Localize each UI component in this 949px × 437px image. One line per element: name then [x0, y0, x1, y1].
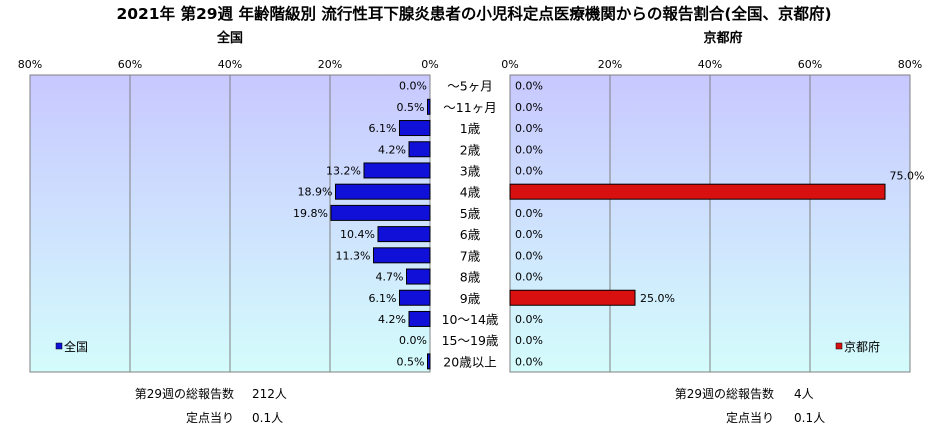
national-data-label: 0.5% — [397, 101, 425, 114]
kyoto-data-label: 0.0% — [515, 164, 543, 177]
national-data-label: 4.7% — [376, 271, 404, 284]
category-label: 9歳 — [460, 291, 481, 306]
national-bar — [399, 120, 431, 137]
national-data-label: 18.9% — [298, 186, 333, 199]
category-label: 5歳 — [460, 206, 481, 221]
category-label: 2歳 — [460, 142, 481, 157]
national-tick-label: 0% — [421, 58, 438, 71]
kyoto-data-label: 25.0% — [640, 292, 675, 305]
kyoto-data-label: 0.0% — [515, 355, 543, 368]
kyoto-data-label: 0.0% — [515, 249, 543, 262]
national-data-label: 0.0% — [399, 80, 427, 93]
national-legend-swatch — [55, 342, 63, 350]
kyoto-legend-label: 京都府 — [844, 339, 880, 354]
kyoto-data-label: 0.0% — [515, 228, 543, 241]
kyoto-panel-title: 京都府 — [703, 30, 742, 46]
category-label: 〜11ヶ月 — [443, 100, 496, 115]
kyoto-data-label: 0.0% — [515, 122, 543, 135]
national-panel-title: 全国 — [216, 30, 243, 46]
national-data-label: 4.2% — [378, 313, 406, 326]
national-bar — [373, 247, 431, 264]
kyoto-data-label: 0.0% — [515, 143, 543, 156]
kyoto-data-label: 0.0% — [515, 101, 543, 114]
category-label: 〜5ヶ月 — [447, 79, 492, 94]
kyoto-bar — [509, 183, 886, 200]
kyoto-data-label: 75.0% — [890, 170, 925, 183]
national-total-value: 212人 — [252, 387, 287, 401]
national-data-label: 13.2% — [326, 164, 361, 177]
national-data-label: 4.2% — [378, 143, 406, 156]
kyoto-tick-label: 80% — [898, 58, 922, 71]
national-bar — [427, 98, 431, 115]
kyoto-data-label: 0.0% — [515, 80, 543, 93]
national-tick-label: 20% — [318, 58, 342, 71]
kyoto-per-site-label: 定点当り — [726, 410, 774, 425]
kyoto-tick-label: 40% — [698, 58, 722, 71]
national-data-label: 6.1% — [369, 122, 397, 135]
kyoto-tick-label: 20% — [598, 58, 622, 71]
kyoto-per-site-value: 0.1人 — [794, 411, 825, 425]
category-label: 15〜19歳 — [442, 333, 499, 348]
national-tick-label: 60% — [118, 58, 142, 71]
national-bar — [330, 204, 431, 221]
kyoto-total-label: 第29週の総報告数 — [675, 386, 774, 401]
chart-title: 2021年 第29週 年齢階級別 流行性耳下腺炎患者の小児科定点医療機関からの報… — [116, 4, 831, 23]
national-tick-label: 80% — [18, 58, 42, 71]
category-label: 20歳以上 — [443, 354, 496, 369]
category-label: 10〜14歳 — [442, 312, 499, 327]
category-label: 4歳 — [460, 185, 481, 200]
national-data-label: 11.3% — [336, 249, 371, 262]
kyoto-data-label: 0.0% — [515, 313, 543, 326]
category-label: 1歳 — [460, 121, 481, 136]
age-category-labels: 〜5ヶ月〜11ヶ月 1歳 2歳 3歳 4歳 5歳 6歳 7歳 8歳 9歳 10〜14歳 15〜19歳 2… — [442, 79, 499, 370]
national-bar — [408, 310, 431, 327]
national-data-label: 0.5% — [397, 355, 425, 368]
national-bar — [427, 353, 431, 370]
kyoto-tick-label: 60% — [798, 58, 822, 71]
kyoto-total-value: 4人 — [794, 387, 814, 401]
kyoto-data-label: 0.0% — [515, 271, 543, 284]
national-tick-label: 40% — [218, 58, 242, 71]
kyoto-tick-label: 0% — [501, 58, 518, 71]
national-per-site-value: 0.1人 — [252, 411, 283, 425]
kyoto-legend-swatch — [835, 342, 843, 350]
national-panel: 80% 60% 40% 20% 0%全国0.0%0.5%6.1%4.2%13.2%18.… — [18, 30, 439, 373]
kyoto-data-label: 0.0% — [515, 334, 543, 347]
kyoto-panel: 0% 20% 40% 60% 80% 京都府 0.0% 0.0% 0.0% 0.0% 0.0% 75.… — [501, 30, 925, 373]
category-label: 3歳 — [460, 163, 481, 178]
national-data-label: 10.4% — [340, 228, 375, 241]
national-bar — [408, 141, 431, 158]
kyoto-bar — [509, 289, 636, 306]
category-label: 8歳 — [460, 270, 481, 285]
national-bar — [335, 183, 431, 200]
national-bar — [399, 289, 431, 306]
category-label: 6歳 — [460, 227, 481, 242]
national-data-label: 6.1% — [369, 292, 397, 305]
national-data-label: 19.8% — [293, 207, 328, 220]
kyoto-data-label: 0.0% — [515, 207, 543, 220]
national-legend-label: 全国 — [64, 339, 88, 354]
national-bar — [377, 226, 431, 243]
national-bar — [406, 268, 431, 285]
national-bar — [363, 162, 431, 179]
category-label: 7歳 — [460, 248, 481, 263]
national-total-label: 第29週の総報告数 — [135, 386, 234, 401]
national-data-label: 0.0% — [399, 334, 427, 347]
national-per-site-label: 定点当り — [186, 410, 234, 425]
